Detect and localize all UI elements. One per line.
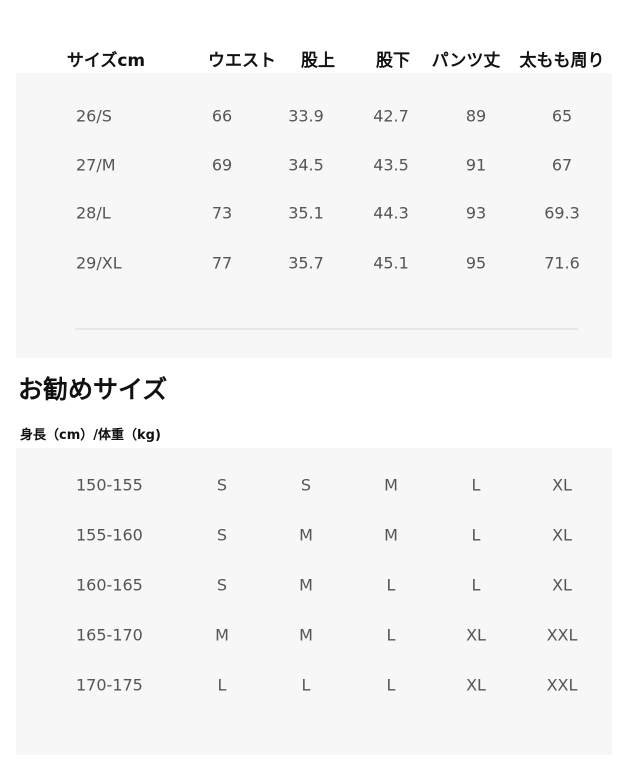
divider	[75, 328, 578, 330]
table-cell: L	[386, 575, 396, 595]
table-cell: 67	[551, 155, 573, 175]
table-cell: 35.7	[288, 253, 324, 273]
table-cell: 65	[551, 106, 573, 126]
table-cell: M	[299, 575, 313, 595]
table-cell: XL	[552, 525, 572, 545]
column-header: 股下	[376, 51, 410, 71]
table-cell: S	[216, 525, 228, 545]
table-cell: L	[471, 575, 481, 595]
recommend-title: お勧めサイズ	[18, 375, 168, 404]
column-header: ウエスト	[208, 51, 276, 71]
table-cell: L	[386, 675, 396, 695]
table-cell: M	[384, 525, 398, 545]
table-cell: 29/XL	[76, 253, 122, 273]
recommend-subtitle: 身長（cm）/体重（kg)	[20, 428, 161, 443]
table-cell: S	[300, 475, 312, 495]
table-cell: XL	[466, 675, 486, 695]
table-cell: 155-160	[76, 525, 143, 545]
table-cell: 45.1	[373, 253, 409, 273]
table-cell: M	[299, 525, 313, 545]
table-cell: M	[384, 475, 398, 495]
table-cell: 69	[211, 155, 233, 175]
table-cell: S	[216, 475, 228, 495]
table-cell: 43.5	[373, 155, 409, 175]
table-cell: 69.3	[544, 203, 580, 223]
table-cell: 91	[465, 155, 487, 175]
table-cell: 170-175	[76, 675, 143, 695]
table-cell: XL	[552, 475, 572, 495]
table-cell: S	[216, 575, 228, 595]
table-cell: 73	[211, 203, 233, 223]
column-header: 股上	[301, 51, 335, 71]
table-cell: 66	[211, 106, 233, 126]
table-cell: 150-155	[76, 475, 143, 495]
table-cell: L	[301, 675, 311, 695]
table-cell: 33.9	[288, 106, 324, 126]
table-cell: 160-165	[76, 575, 143, 595]
table-cell: XL	[552, 575, 572, 595]
table-cell: 35.1	[288, 203, 324, 223]
table-cell: 42.7	[373, 106, 409, 126]
table-cell: XXL	[546, 675, 578, 695]
table-cell: 89	[465, 106, 487, 126]
recommend-table-panel	[16, 448, 612, 755]
table-cell: 28/L	[76, 203, 111, 223]
column-header: サイズcm	[66, 51, 146, 71]
table-cell: 93	[465, 203, 487, 223]
column-header: 太もも周り	[519, 51, 605, 71]
table-cell: M	[299, 625, 313, 645]
table-cell: L	[217, 675, 227, 695]
size-table-panel	[16, 73, 612, 358]
table-cell: L	[386, 625, 396, 645]
table-cell: 95	[465, 253, 487, 273]
column-header: パンツ丈	[431, 51, 501, 71]
table-cell: 165-170	[76, 625, 143, 645]
table-cell: 77	[211, 253, 233, 273]
table-cell: 27/M	[76, 155, 116, 175]
table-cell: 71.6	[544, 253, 580, 273]
table-cell: 26/S	[76, 106, 112, 126]
table-cell: 44.3	[373, 203, 409, 223]
table-cell: M	[215, 625, 229, 645]
table-cell: L	[471, 525, 481, 545]
table-cell: L	[471, 475, 481, 495]
table-cell: 34.5	[288, 155, 324, 175]
table-cell: XXL	[546, 625, 578, 645]
table-cell: XL	[466, 625, 486, 645]
